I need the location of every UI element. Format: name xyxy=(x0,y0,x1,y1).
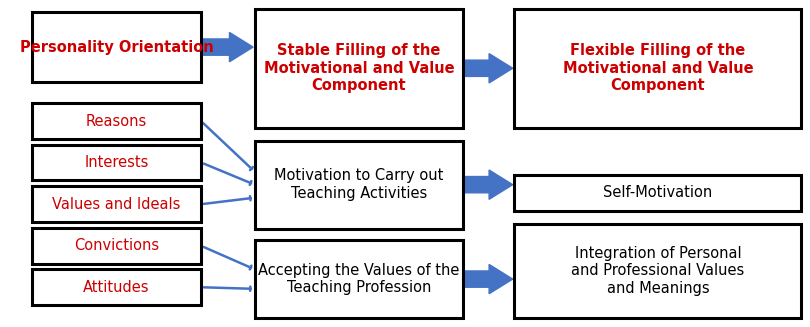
FancyArrow shape xyxy=(463,170,513,199)
Text: Personality Orientation: Personality Orientation xyxy=(19,40,214,55)
FancyBboxPatch shape xyxy=(32,269,201,305)
Text: Stable Filling of the
Motivational and Value
Component: Stable Filling of the Motivational and V… xyxy=(263,43,454,93)
Text: Interests: Interests xyxy=(84,155,149,170)
Text: Reasons: Reasons xyxy=(86,114,147,129)
FancyBboxPatch shape xyxy=(514,224,801,318)
Text: Convictions: Convictions xyxy=(74,238,159,253)
Text: Integration of Personal
and Professional Values
and Meanings: Integration of Personal and Professional… xyxy=(571,246,744,296)
FancyBboxPatch shape xyxy=(514,9,801,128)
FancyBboxPatch shape xyxy=(254,141,463,229)
FancyArrow shape xyxy=(201,32,253,62)
FancyArrow shape xyxy=(463,265,513,294)
Text: Motivation to Carry out
Teaching Activities: Motivation to Carry out Teaching Activit… xyxy=(275,168,444,201)
Text: Self-Motivation: Self-Motivation xyxy=(603,185,713,200)
FancyBboxPatch shape xyxy=(254,240,463,318)
FancyBboxPatch shape xyxy=(32,228,201,264)
FancyBboxPatch shape xyxy=(32,186,201,222)
FancyBboxPatch shape xyxy=(254,9,463,128)
FancyBboxPatch shape xyxy=(32,103,201,139)
Text: Flexible Filling of the
Motivational and Value
Component: Flexible Filling of the Motivational and… xyxy=(562,43,753,93)
FancyBboxPatch shape xyxy=(32,145,201,181)
FancyBboxPatch shape xyxy=(32,12,201,82)
FancyBboxPatch shape xyxy=(514,175,801,211)
Text: Accepting the Values of the
Teaching Profession: Accepting the Values of the Teaching Pro… xyxy=(258,263,459,295)
Text: Attitudes: Attitudes xyxy=(83,280,150,295)
Text: Values and Ideals: Values and Ideals xyxy=(53,197,181,212)
FancyArrow shape xyxy=(463,54,513,83)
